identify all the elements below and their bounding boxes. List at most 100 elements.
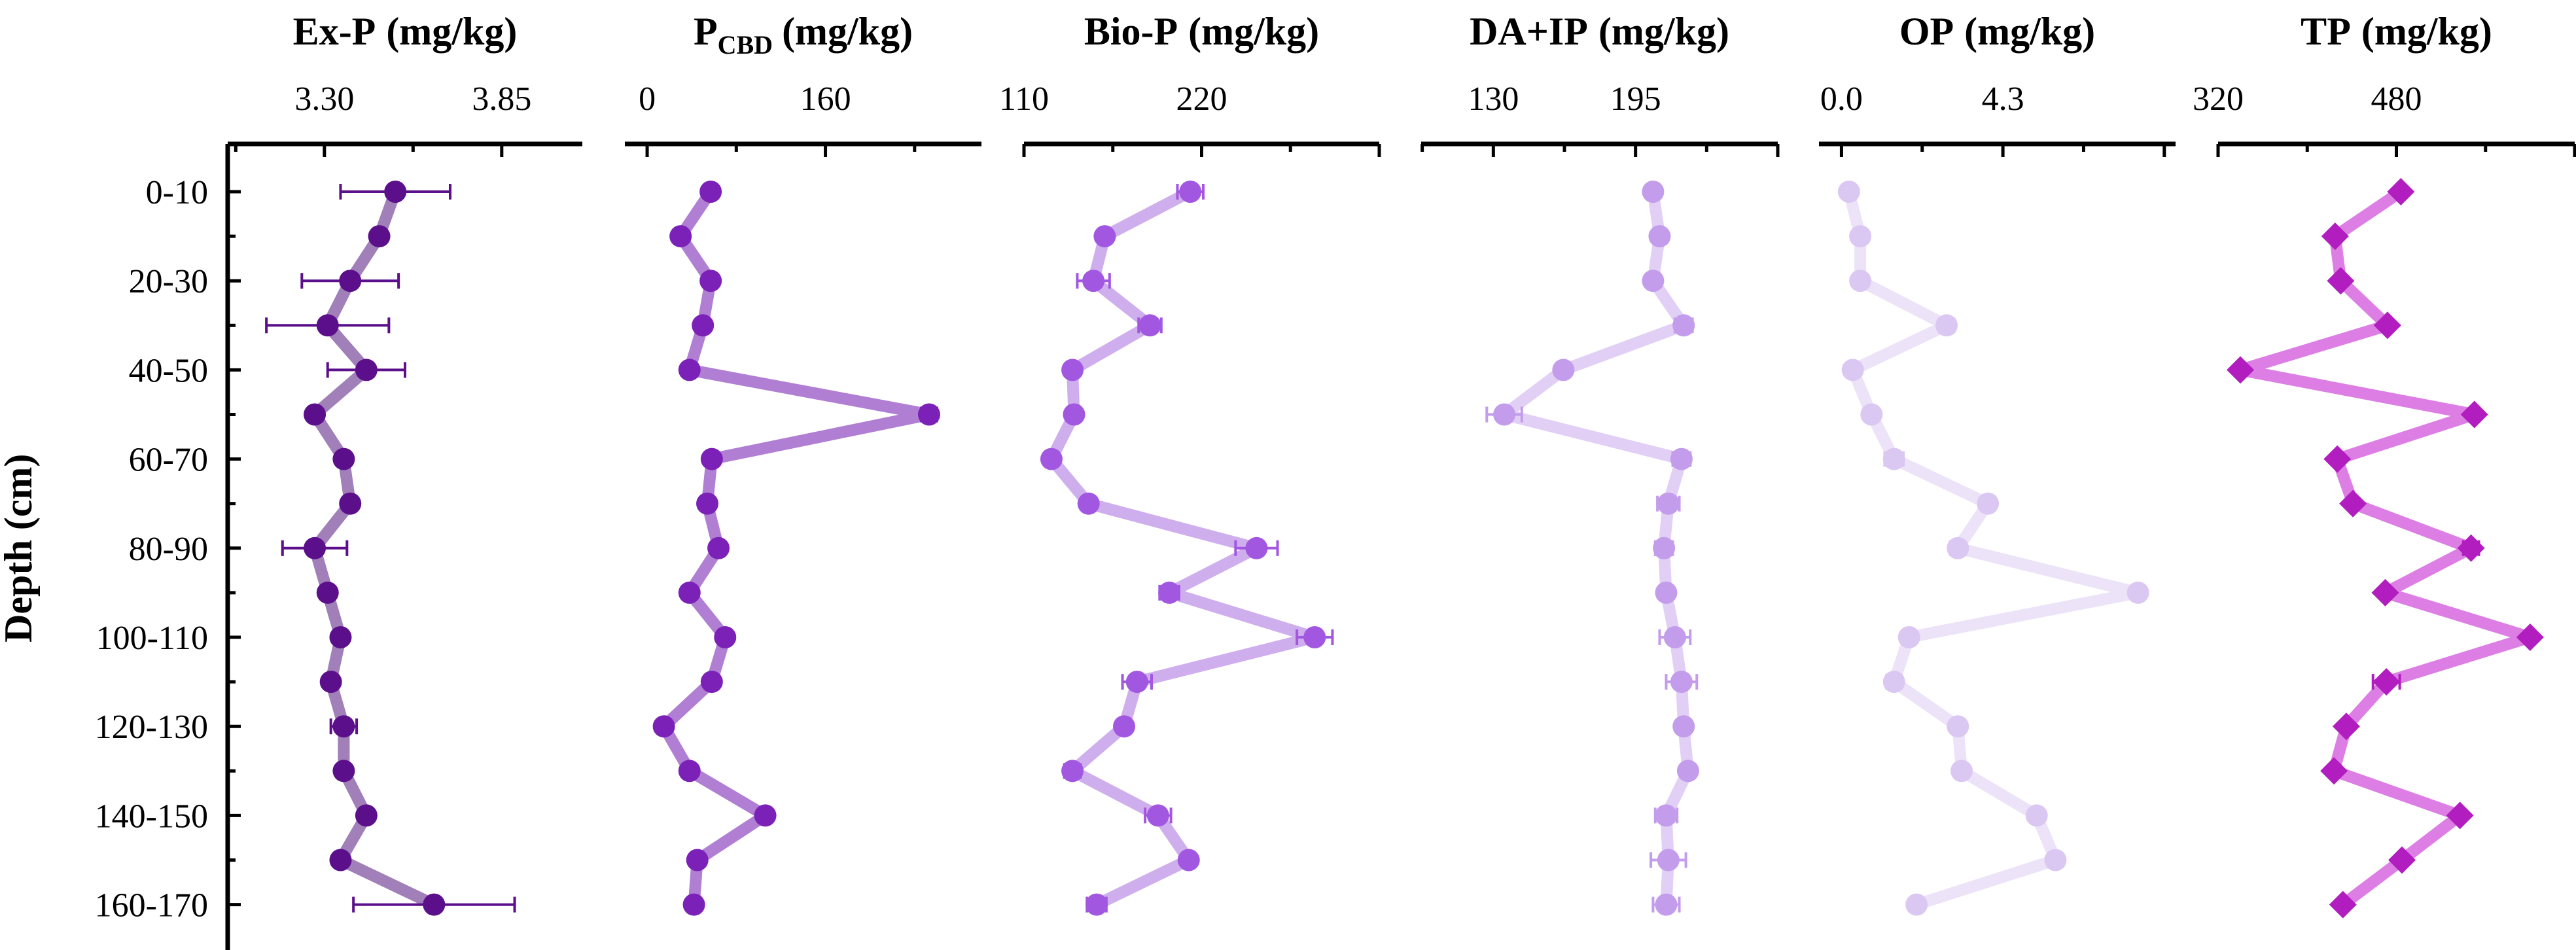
data-point: [1648, 225, 1671, 248]
data-point: [1063, 403, 1085, 426]
x-tick-label: 0: [639, 80, 656, 118]
data-point: [2373, 311, 2401, 340]
x-tick-label: 0.0: [1820, 80, 1863, 118]
panel-title-main: Ex-P: [293, 10, 376, 53]
panel-title: OP (mg/kg): [1899, 10, 2095, 53]
data-point: [339, 270, 362, 292]
data-point: [1179, 181, 1202, 203]
data-point: [1837, 181, 1860, 203]
data-point: [1841, 359, 1864, 381]
depth-tick-label: 40-50: [129, 352, 208, 389]
data-point: [2327, 267, 2355, 295]
series-line: [2234, 186, 2536, 911]
panel-1: Ex-P (mg/kg) 3.30 3.85: [228, 10, 582, 916]
data-point: [1670, 448, 1693, 470]
panel-title-main: OP: [1899, 10, 1954, 53]
data-point: [2323, 445, 2352, 473]
panel-title-unit: (mg/kg): [1598, 10, 1729, 53]
panel-title: Bio-P (mg/kg): [1084, 10, 1319, 53]
data-point: [332, 760, 355, 783]
data-point: [1158, 581, 1181, 604]
data-point: [1905, 893, 1928, 916]
data-point: [1245, 537, 1268, 559]
panel-title-main: TP: [2301, 10, 2351, 53]
data-point: [682, 893, 705, 916]
data-point: [332, 715, 355, 738]
data-point: [1670, 671, 1693, 694]
depth-tick-label: 80-90: [129, 531, 208, 568]
data-point: [678, 760, 701, 783]
data-point: [1657, 492, 1680, 515]
data-point: [678, 581, 701, 604]
data-point: [304, 403, 326, 426]
data-point: [714, 626, 737, 648]
x-tick-label: 195: [1610, 80, 1661, 118]
depth-axis: 0-10 20-30 40-50 60-70 80-90 100-110 120-130 14…: [95, 144, 241, 950]
depth-tick-label: 160-170: [95, 887, 208, 924]
data-point: [754, 804, 777, 827]
panel-3: Bio-P (mg/kg) 110 220: [999, 10, 1381, 916]
data-point: [692, 314, 715, 337]
data-point: [1642, 270, 1665, 292]
x-tick-label: 220: [1176, 80, 1227, 118]
panel-6: TP (mg/kg) 320 480: [2193, 10, 2576, 919]
data-point: [700, 448, 723, 470]
data-point: [2321, 222, 2349, 251]
depth-tick-label: 20-30: [129, 263, 208, 300]
data-point: [2460, 400, 2488, 429]
x-tick-label: 3.30: [294, 80, 354, 118]
data-point: [1849, 225, 1872, 248]
x-tick-label: 160: [800, 80, 851, 118]
data-point: [384, 181, 407, 203]
data-point: [1655, 804, 1678, 827]
data-point: [917, 403, 940, 426]
data-point: [2329, 890, 2357, 919]
data-point: [319, 671, 342, 694]
data-point: [2371, 578, 2399, 607]
data-point: [329, 626, 352, 648]
data-point: [696, 492, 719, 515]
data-point: [304, 537, 326, 559]
data-point: [1672, 715, 1695, 738]
data-point: [678, 359, 701, 381]
data-point: [1663, 626, 1686, 648]
depth-tick-label: 120-130: [95, 709, 208, 746]
data-point: [652, 715, 675, 738]
data-point: [699, 181, 722, 203]
data-point: [2446, 801, 2474, 830]
data-point: [329, 849, 352, 871]
data-point: [1882, 671, 1905, 694]
data-point: [2373, 668, 2401, 696]
panel-title: PCBD (mg/kg): [694, 10, 913, 60]
data-point: [2126, 581, 2149, 604]
x-tick-label: 130: [1468, 80, 1519, 118]
data-point: [316, 314, 339, 337]
data-point: [1657, 849, 1680, 871]
depth-tick-label: 60-70: [129, 442, 208, 479]
data-point: [1061, 760, 1084, 783]
data-point: [1882, 448, 1905, 470]
x-tick-label: 3.85: [472, 80, 531, 118]
panel-title-unit: (mg/kg): [1964, 10, 2095, 53]
data-point: [1177, 849, 1200, 871]
data-point: [1093, 225, 1116, 248]
data-point: [1849, 270, 1872, 292]
panel-title-sub: CBD: [718, 30, 773, 60]
data-point: [1493, 403, 1516, 426]
x-tick-label: 4.3: [1982, 80, 2024, 118]
data-point: [2516, 624, 2544, 651]
series-line: [658, 186, 935, 911]
panel-title: Ex-P (mg/kg): [293, 10, 518, 53]
y-axis-label: Depth (cm): [0, 454, 40, 642]
data-point: [1085, 893, 1108, 916]
data-point: [368, 225, 391, 248]
series-line: [1843, 186, 2144, 911]
data-point: [1655, 581, 1678, 604]
data-point: [2025, 804, 2048, 827]
data-point: [355, 359, 378, 381]
x-tick-label: 480: [2371, 80, 2422, 118]
data-point: [339, 492, 362, 515]
panel-2: PCBD (mg/kg) 0 160: [625, 10, 981, 916]
